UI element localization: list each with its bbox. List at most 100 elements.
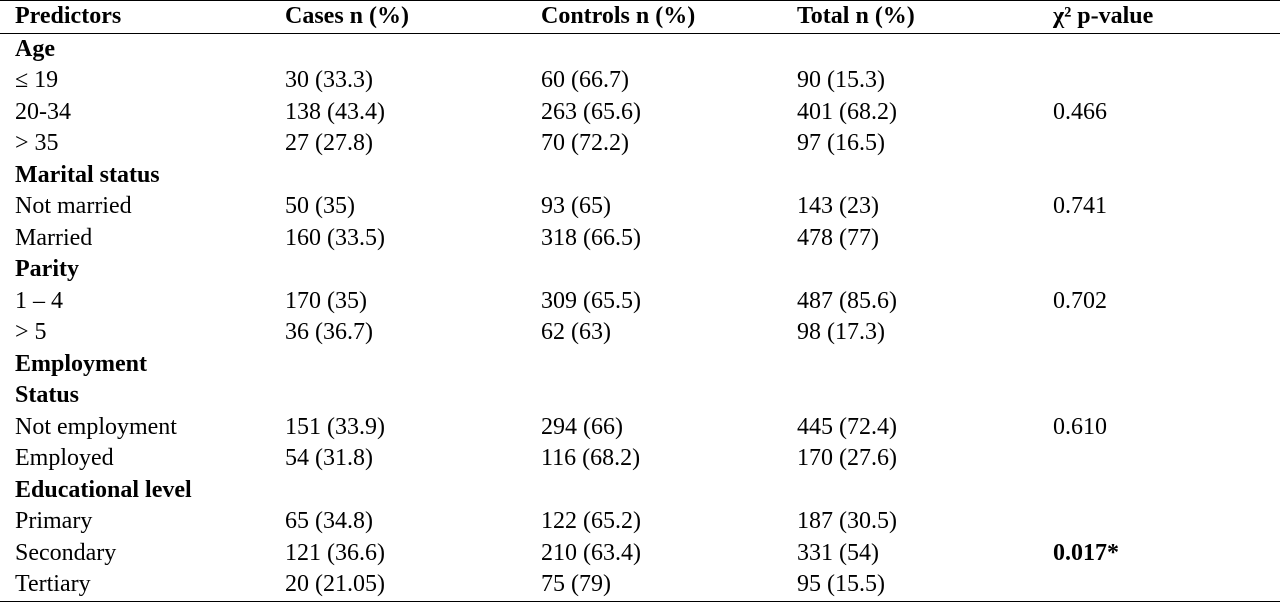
cases-cell: 54 (31.8) [285,445,373,471]
empty-cell [782,380,1038,412]
header-row: Predictors Cases n (%) Controls n (%) To… [0,0,1280,33]
p-value-cell [1038,506,1280,538]
table-row: Not employment 151 (33.9) 294 (66) 445 (72.… [0,412,1280,444]
table-row: Primary 65 (34.8) 122 (65.2) 187 (30.5) [0,506,1280,538]
cases-cell: 50 (35) [285,193,355,219]
empty-cell [782,475,1038,507]
empty-cell [782,254,1038,286]
row-label: ≤ 19 [15,67,59,93]
table-row: Tertiary 20 (21.05) 75 (79) 95 (15.5) [0,569,1280,601]
total-cell: 401 (68.2) [797,98,897,125]
section-row: Parity [0,254,1280,286]
header-predictors: Predictors [15,3,122,29]
section-label: Employment [15,350,147,377]
empty-cell [526,33,782,65]
empty-cell [270,349,526,381]
section-row: Employment [0,349,1280,381]
empty-cell [782,349,1038,381]
table-row: Not married 50 (35) 93 (65) 143 (23) 0.741 [0,191,1280,223]
row-label: > 5 [15,319,47,345]
cases-cell: 138 (43.4) [285,98,385,125]
empty-cell [1038,160,1280,192]
total-cell: 98 (17.3) [797,319,885,345]
total-cell: 445 (72.4) [797,413,897,440]
p-value-cell [1038,128,1280,160]
empty-cell [270,475,526,507]
row-label: Tertiary [15,571,91,597]
section-label: Parity [15,256,79,282]
p-value-cell [1038,65,1280,97]
empty-cell [526,475,782,507]
table-row: > 5 36 (36.7) 62 (63) 98 (17.3) [0,317,1280,349]
empty-cell [1038,475,1280,507]
row-label: Not married [15,193,132,219]
empty-cell [1038,254,1280,286]
controls-cell: 318 (66.5) [541,224,641,251]
p-value-cell [1038,443,1280,475]
total-cell: 97 (16.5) [797,130,885,156]
total-cell: 90 (15.3) [797,67,885,93]
table-row: Married 160 (33.5) 318 (66.5) 478 (77) [0,223,1280,255]
table-row: 1 – 4 170 (35) 309 (65.5) 487 (85.6) 0.702 [0,286,1280,318]
cases-cell: 27 (27.8) [285,130,373,156]
total-cell: 170 (27.6) [797,445,897,471]
row-label: Employed [15,445,114,471]
p-value-cell: 0.466 [1053,98,1107,125]
section-row: Age [0,33,1280,65]
controls-cell: 294 (66) [541,413,623,440]
total-cell: 95 (15.5) [797,571,885,597]
cases-cell: 36 (36.7) [285,319,373,345]
p-value-cell [1038,223,1280,255]
cases-cell: 30 (33.3) [285,67,373,93]
table-row: Secondary 121 (36.6) 210 (63.4) 331 (54) 0.0… [0,538,1280,570]
empty-cell [782,160,1038,192]
row-label: Married [15,224,93,251]
controls-cell: 210 (63.4) [541,539,641,566]
row-label: > 35 [15,130,59,156]
cases-cell: 20 (21.05) [285,571,385,597]
section-label: Age [15,35,55,62]
table-row: Employed 54 (31.8) 116 (68.2) 170 (27.6) [0,443,1280,475]
section-label: Status [15,382,80,408]
empty-cell [1038,380,1280,412]
header-controls: Controls n (%) [541,3,696,29]
table-row: 20-34 138 (43.4) 263 (65.6) 401 (68.2) 0.466 [0,97,1280,129]
p-value-cell: 0.741 [1053,193,1107,219]
p-value-cell [1038,569,1280,601]
total-cell: 331 (54) [797,539,879,566]
cases-cell: 151 (33.9) [285,413,385,440]
empty-cell [526,254,782,286]
p-value-cell: 0.017* [1053,539,1119,566]
empty-cell [270,160,526,192]
header-cases: Cases n (%) [285,3,409,29]
header-p-value: χ² p-value [1053,3,1154,29]
cases-cell: 160 (33.5) [285,224,385,251]
row-label: 20-34 [15,98,71,125]
p-value-cell [1038,317,1280,349]
cases-cell: 170 (35) [285,287,367,314]
row-label: Secondary [15,539,117,566]
table-body: Age ≤ 19 30 (33.3) 60 (66.7) 90 (15.3) 20-34 1… [0,33,1280,601]
row-label: Primary [15,508,93,534]
section-label: Marital status [15,161,160,188]
empty-cell [270,254,526,286]
cases-cell: 121 (36.6) [285,539,385,566]
controls-cell: 62 (63) [541,319,611,345]
row-label: 1 – 4 [15,287,63,314]
total-cell: 143 (23) [797,193,879,219]
empty-cell [270,380,526,412]
table-header: Predictors Cases n (%) Controls n (%) To… [0,0,1280,33]
p-value-cell: 0.610 [1053,413,1107,440]
empty-cell [526,349,782,381]
controls-cell: 75 (79) [541,571,611,597]
empty-cell [1038,349,1280,381]
controls-cell: 70 (72.2) [541,130,629,156]
section-row: Educational level [0,475,1280,507]
total-cell: 478 (77) [797,224,879,251]
empty-cell [1038,33,1280,65]
controls-cell: 122 (65.2) [541,508,641,534]
section-label: Educational level [15,476,192,503]
section-row: Marital status [0,160,1280,192]
empty-cell [526,160,782,192]
